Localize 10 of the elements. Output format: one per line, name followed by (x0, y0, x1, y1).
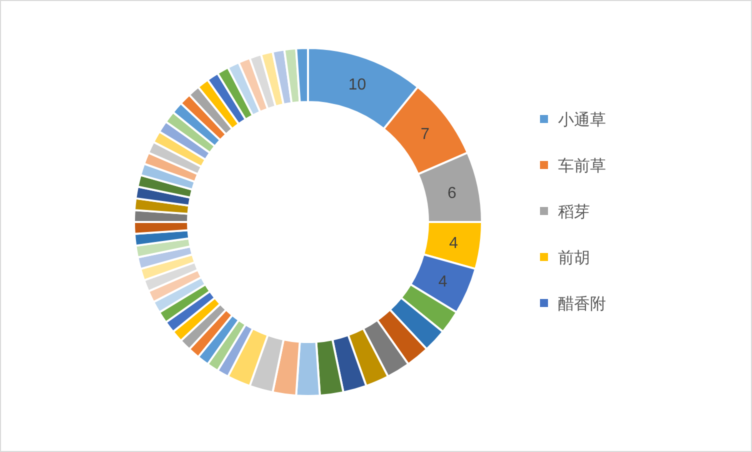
legend-label: 车前草 (558, 157, 606, 175)
data-label: 7 (420, 126, 430, 144)
legend-label: 醋香附 (558, 295, 606, 313)
data-label: 4 (449, 235, 458, 252)
legend-label: 稻芽 (558, 203, 590, 221)
legend-label: 小通草 (558, 111, 606, 129)
legend-label: 前胡 (558, 249, 590, 267)
data-label: 4 (438, 274, 448, 291)
data-label: 6 (447, 185, 456, 202)
data-label: 10 (348, 76, 366, 94)
